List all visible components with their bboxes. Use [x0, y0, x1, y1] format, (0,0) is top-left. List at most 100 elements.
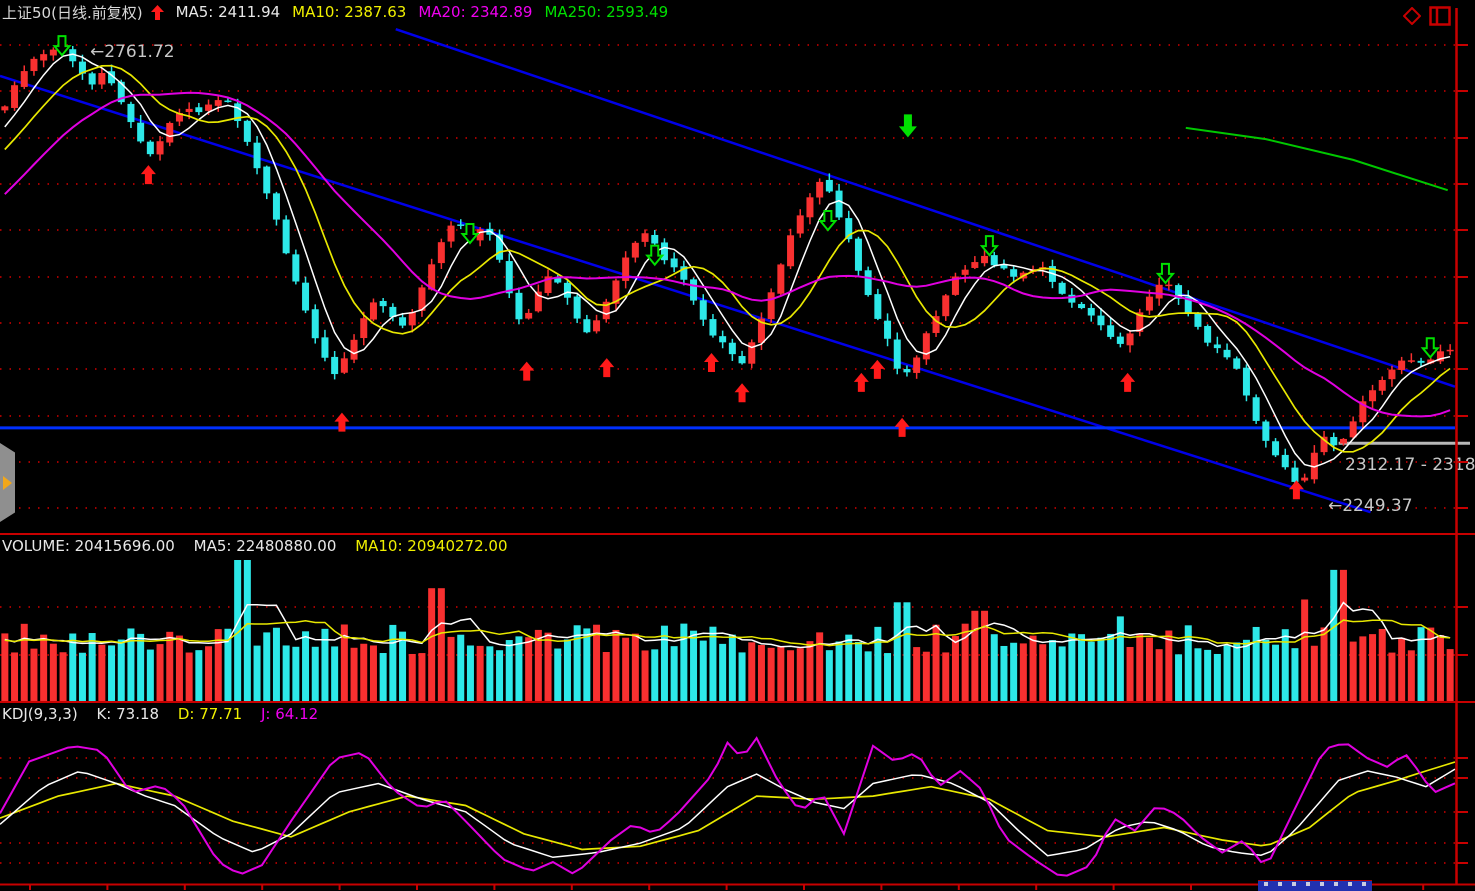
candle-body [263, 166, 271, 194]
candle-body [331, 356, 339, 375]
volume-bar [408, 653, 416, 701]
ma10-line [4, 64, 1451, 453]
candle-body [360, 318, 368, 339]
candle-body [622, 257, 630, 281]
volume-bar [699, 640, 707, 701]
volume-bar [1194, 648, 1202, 701]
candle-body [1310, 452, 1318, 480]
volume-bar [379, 653, 387, 701]
candle-body [1165, 284, 1173, 287]
candle-body [1087, 307, 1095, 316]
candle-body [1281, 454, 1289, 468]
volume-bar [622, 637, 630, 701]
candle-body [1, 106, 9, 111]
volume-bar [428, 588, 436, 701]
volume-bar [525, 637, 533, 701]
diamond-icon[interactable] [1402, 6, 1422, 29]
candle-body [146, 141, 154, 155]
volume-bar [951, 636, 959, 701]
volume-bar [1398, 637, 1406, 701]
candle-body [108, 71, 116, 84]
volume-bar [117, 639, 125, 701]
split-window-icon[interactable] [1429, 6, 1451, 30]
volume-bar [593, 624, 601, 701]
candle-body [195, 107, 203, 113]
high-price-annotation: ←2761.72 [90, 42, 175, 62]
volume-bar [1378, 628, 1386, 701]
ma10-legend: MA10: 2387.63 [292, 3, 407, 21]
volume-bar [166, 631, 174, 701]
candle-body [981, 255, 989, 264]
volume-bar [369, 645, 377, 701]
volume-bar [825, 650, 833, 701]
candle-body [11, 85, 19, 108]
volume-bar [224, 628, 232, 701]
volume-bar [418, 653, 426, 701]
candle-body [651, 234, 659, 244]
volume-bar [496, 650, 504, 701]
volume-bar [1330, 569, 1338, 701]
volume-bar [913, 647, 921, 701]
buy-arrow-icon [853, 372, 869, 392]
volume-bar [680, 623, 688, 701]
volume-bar [263, 632, 271, 701]
candle-body [1291, 467, 1299, 482]
volume-bar [1310, 645, 1318, 701]
volume-bar [1446, 649, 1454, 701]
candle-body [127, 103, 135, 123]
volume-bar [777, 646, 785, 701]
candle-body [1097, 315, 1105, 326]
volume-bar [1213, 653, 1221, 701]
sell-arrow-icon [460, 223, 480, 245]
candle-body [777, 264, 785, 294]
candle-body [272, 193, 280, 220]
volume-bar [1223, 644, 1231, 701]
volume-bar [1155, 649, 1163, 701]
volume-bar [243, 560, 251, 701]
kdj-j-line [0, 736, 1456, 877]
candle-body [1010, 269, 1018, 277]
volume-bar [1058, 646, 1066, 701]
kdj-k-label: K: 73.18 [96, 705, 160, 723]
volume-bar [30, 648, 38, 701]
candle-body [49, 49, 57, 56]
candle-body [1116, 336, 1124, 344]
volume-bar [961, 623, 969, 701]
volume-bar [1272, 644, 1280, 701]
candle-body [1184, 296, 1192, 313]
volume-bar [389, 624, 397, 701]
volume-bar [670, 646, 678, 701]
candle-body [854, 238, 862, 271]
volume-bar [20, 623, 28, 701]
candle-body [1068, 294, 1076, 303]
volume-bar [1339, 569, 1347, 701]
kdj-d-label: D: 77.71 [177, 705, 243, 723]
buy-arrow-icon [519, 361, 535, 381]
candle-body [476, 229, 484, 241]
volume-bar [1000, 645, 1008, 701]
volume-bar [1349, 641, 1357, 701]
date-tooltip-box [1258, 880, 1372, 891]
candle-body [593, 320, 601, 332]
volume-bar [282, 645, 290, 701]
candle-body [166, 122, 174, 143]
ma5-legend: MA5: 2411.94 [175, 3, 281, 21]
candle-body [1242, 367, 1250, 396]
candle-body [418, 287, 426, 311]
volume-bar [137, 633, 145, 701]
buy-arrow-icon [334, 412, 350, 432]
sidebar-expand-tab[interactable] [0, 443, 15, 522]
candle-body [971, 262, 979, 268]
candle-body [563, 282, 571, 298]
candle-body [399, 317, 407, 326]
volume-bar [321, 628, 329, 701]
candle-body [1436, 351, 1444, 362]
volume-bar [1078, 634, 1086, 701]
volume-bar [1436, 635, 1444, 701]
volume-bar [728, 634, 736, 701]
volume-bar [874, 626, 882, 701]
volume-bar [1291, 648, 1299, 701]
volume-bar [59, 652, 67, 701]
sell-arrow-icon [979, 235, 1000, 257]
